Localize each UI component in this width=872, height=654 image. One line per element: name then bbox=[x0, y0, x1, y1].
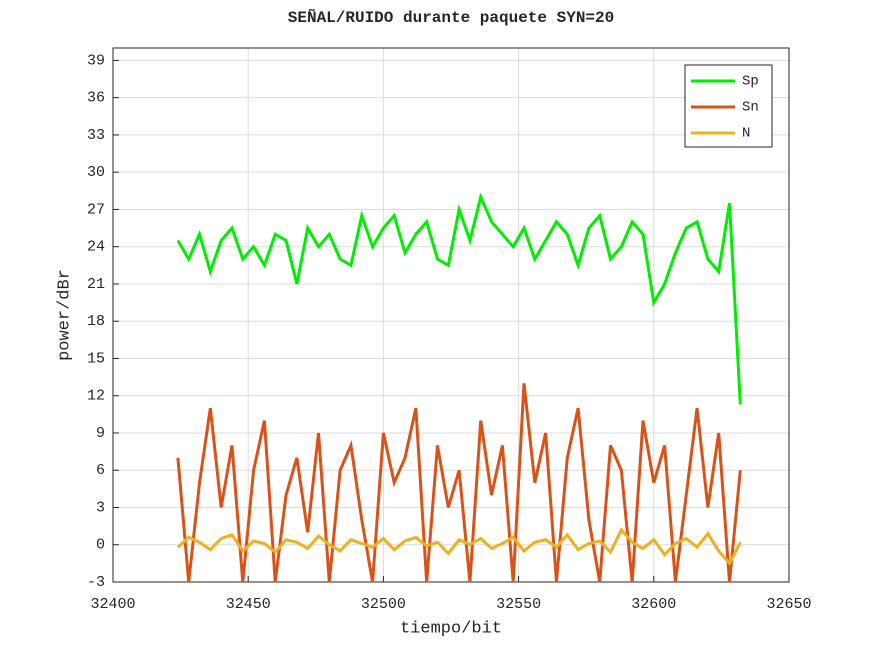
y-tick-label: 0 bbox=[96, 537, 105, 554]
y-tick-label: 15 bbox=[87, 350, 105, 367]
x-tick-label: 32550 bbox=[496, 596, 541, 613]
chart-title: SEÑAL/RUIDO durante paquete SYN=20 bbox=[288, 7, 614, 27]
series-line bbox=[176, 192, 742, 405]
y-tick-label: 36 bbox=[87, 90, 105, 107]
y-tick-label: -3 bbox=[87, 574, 105, 591]
x-tick-label: 32500 bbox=[361, 596, 406, 613]
y-tick-label: 21 bbox=[87, 276, 105, 293]
y-tick-label: 39 bbox=[87, 52, 105, 69]
y-tick-label: 27 bbox=[87, 201, 105, 218]
y-tick-label: 3 bbox=[96, 499, 105, 516]
x-tick-label: 32600 bbox=[631, 596, 676, 613]
y-tick-label: 6 bbox=[96, 462, 105, 479]
x-tick-label: 32450 bbox=[226, 596, 271, 613]
y-tick-label: 18 bbox=[87, 313, 105, 330]
legend-label: N bbox=[742, 126, 750, 142]
plot-frame bbox=[112, 47, 790, 583]
y-tick-label: 9 bbox=[96, 425, 105, 442]
series-line bbox=[176, 527, 742, 567]
series-line bbox=[176, 383, 742, 583]
y-tick-label: 24 bbox=[87, 239, 105, 256]
y-tick-label: 30 bbox=[87, 164, 105, 181]
y-tick-label: 12 bbox=[87, 388, 105, 405]
legend-label: Sn bbox=[742, 100, 759, 116]
x-tick-label: 32400 bbox=[90, 596, 135, 613]
x-tick-label: 32650 bbox=[766, 596, 811, 613]
y-axis-label: power/dBr bbox=[55, 269, 74, 361]
x-axis-label: tiempo/bit bbox=[400, 619, 502, 638]
legend-label: Sp bbox=[742, 74, 759, 90]
y-tick-label: 33 bbox=[87, 127, 105, 144]
